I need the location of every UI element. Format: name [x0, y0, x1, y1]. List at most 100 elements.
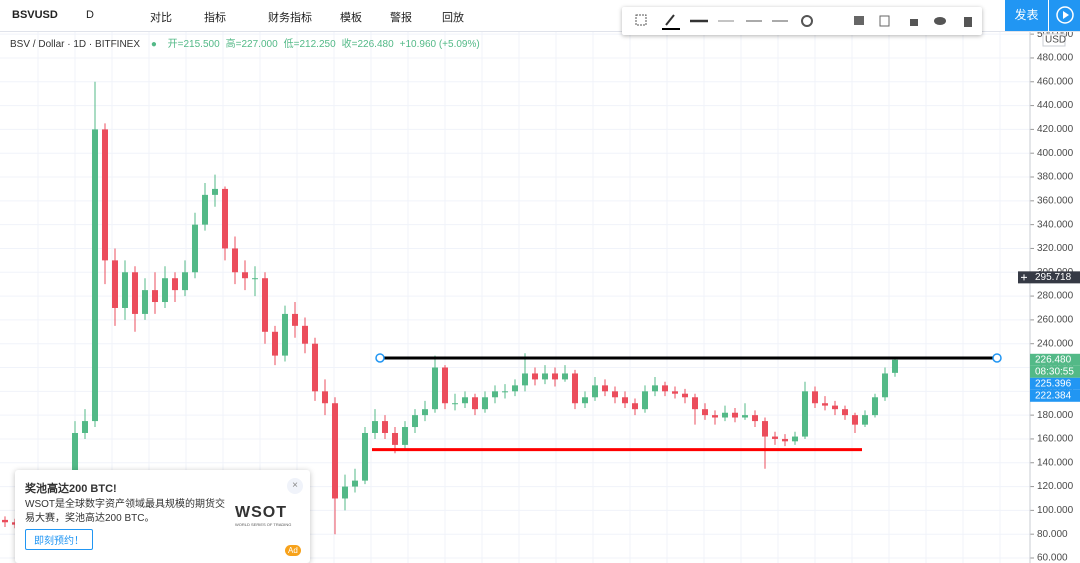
publish-button[interactable]: 发表 — [1005, 0, 1048, 31]
candle-body — [232, 248, 238, 273]
candle-body — [202, 194, 208, 225]
symbol[interactable]: BSVUSD — [12, 9, 58, 21]
candle-body — [82, 421, 88, 433]
candle-body — [812, 391, 818, 404]
candle-body — [512, 385, 518, 392]
candle-body — [502, 391, 508, 393]
candle-body — [422, 409, 428, 416]
candle-body — [592, 385, 598, 398]
y-tick-label: 160.000 — [1037, 434, 1074, 445]
y-tick-label: 280.000 — [1037, 291, 1074, 302]
candle-body — [342, 486, 348, 499]
y-tick-label: 440.000 — [1037, 100, 1074, 111]
candle-body — [872, 397, 878, 416]
candle-body — [672, 391, 678, 394]
candle-body — [702, 409, 708, 416]
interval[interactable]: D — [86, 9, 94, 21]
candle-body — [292, 313, 298, 326]
candle-body — [692, 397, 698, 410]
candle-body — [332, 403, 338, 499]
legend-title: BSV / Dollar · 1D · BITFINEX — [10, 39, 141, 50]
currency: USD — [1045, 35, 1066, 46]
y-tick-label: 140.000 — [1037, 457, 1074, 468]
candle-body — [192, 224, 198, 273]
price-marker — [1030, 377, 1080, 390]
candle-body — [842, 409, 848, 416]
candle-body — [522, 373, 528, 386]
candle-body — [612, 391, 618, 398]
legend-value: 高=227.000 — [225, 39, 278, 50]
candle-body — [762, 421, 768, 437]
candle-body — [742, 415, 748, 418]
candle-body — [362, 432, 368, 481]
price-marker — [1030, 389, 1080, 402]
candle-body — [452, 403, 458, 405]
candle-body — [722, 412, 728, 418]
play-icon — [1056, 6, 1074, 24]
candle-body — [112, 260, 118, 308]
status-dot: ● — [150, 39, 157, 50]
y-tick-label: 400.000 — [1037, 148, 1074, 159]
y-tick-label: 180.000 — [1037, 410, 1074, 421]
candle-body — [782, 438, 788, 442]
ad-close[interactable]: × — [287, 478, 303, 494]
candle-body — [752, 415, 758, 422]
candle-body — [442, 367, 448, 404]
candle-body — [642, 391, 648, 410]
candle-body — [622, 397, 628, 404]
toolbar-item[interactable]: 指标 — [204, 12, 226, 24]
price-marker-label: 226.480 — [1035, 354, 1072, 365]
candle-body — [652, 385, 658, 392]
candle-body — [482, 397, 488, 410]
candle-body — [802, 391, 808, 437]
candle-body — [402, 427, 408, 445]
y-tick-label: 420.000 — [1037, 124, 1074, 135]
toolbar-item[interactable]: 对比 — [150, 12, 172, 24]
candle-body — [792, 436, 798, 442]
candle-body — [412, 415, 418, 428]
play-button[interactable] — [1048, 0, 1080, 31]
candle-body — [242, 272, 248, 279]
candle-body — [882, 373, 888, 398]
ad-logo: WSOT — [235, 504, 287, 521]
candle-body — [262, 278, 268, 332]
candle-body — [102, 129, 108, 261]
ad-button[interactable]: 即刻预约！ — [25, 529, 93, 550]
ad-badge: Ad — [285, 545, 301, 556]
ad-text: WSOT是全球数字资产领域最具规模的期货交易大赛，奖池高达200 BTC。 — [25, 499, 225, 524]
crosshair-plus — [1021, 274, 1027, 281]
y-tick-label: 480.000 — [1037, 53, 1074, 64]
candle-body — [152, 290, 158, 303]
candle-body — [282, 313, 288, 356]
candle-body — [382, 421, 388, 433]
candle-body — [132, 272, 138, 314]
candle-body — [542, 373, 548, 380]
toolbar-item[interactable]: 财务指标 — [268, 12, 312, 24]
y-tick-label: 80.000 — [1037, 529, 1068, 540]
candle-body — [552, 373, 558, 380]
candle-body — [252, 278, 258, 280]
candle-body — [852, 415, 858, 425]
y-tick-label: 100.000 — [1037, 505, 1074, 516]
candle-body — [212, 188, 218, 195]
currency-box — [1042, 33, 1066, 47]
y-tick-label: 240.000 — [1037, 338, 1074, 349]
candle-body — [492, 391, 498, 398]
candle-body — [892, 359, 898, 373]
legend-value: 低=212.250 — [283, 39, 336, 50]
y-tick-label: 360.000 — [1037, 195, 1074, 206]
candle-body — [182, 272, 188, 291]
toolbar-item[interactable]: 回放 — [442, 12, 464, 24]
toolbar-item[interactable]: 模板 — [340, 12, 362, 24]
countdown-box — [1030, 365, 1080, 378]
price-marker — [1030, 353, 1080, 366]
y-tick-label: 380.000 — [1037, 172, 1074, 183]
toolbar-item[interactable]: 警报 — [390, 12, 412, 24]
y-tick-label: 120.000 — [1037, 481, 1074, 492]
candle-body — [2, 519, 8, 523]
candle-body — [572, 373, 578, 404]
price-marker-label: 222.384 — [1035, 390, 1072, 401]
y-tick-label: 260.000 — [1037, 315, 1074, 326]
drawing-toolbar — [622, 7, 982, 35]
